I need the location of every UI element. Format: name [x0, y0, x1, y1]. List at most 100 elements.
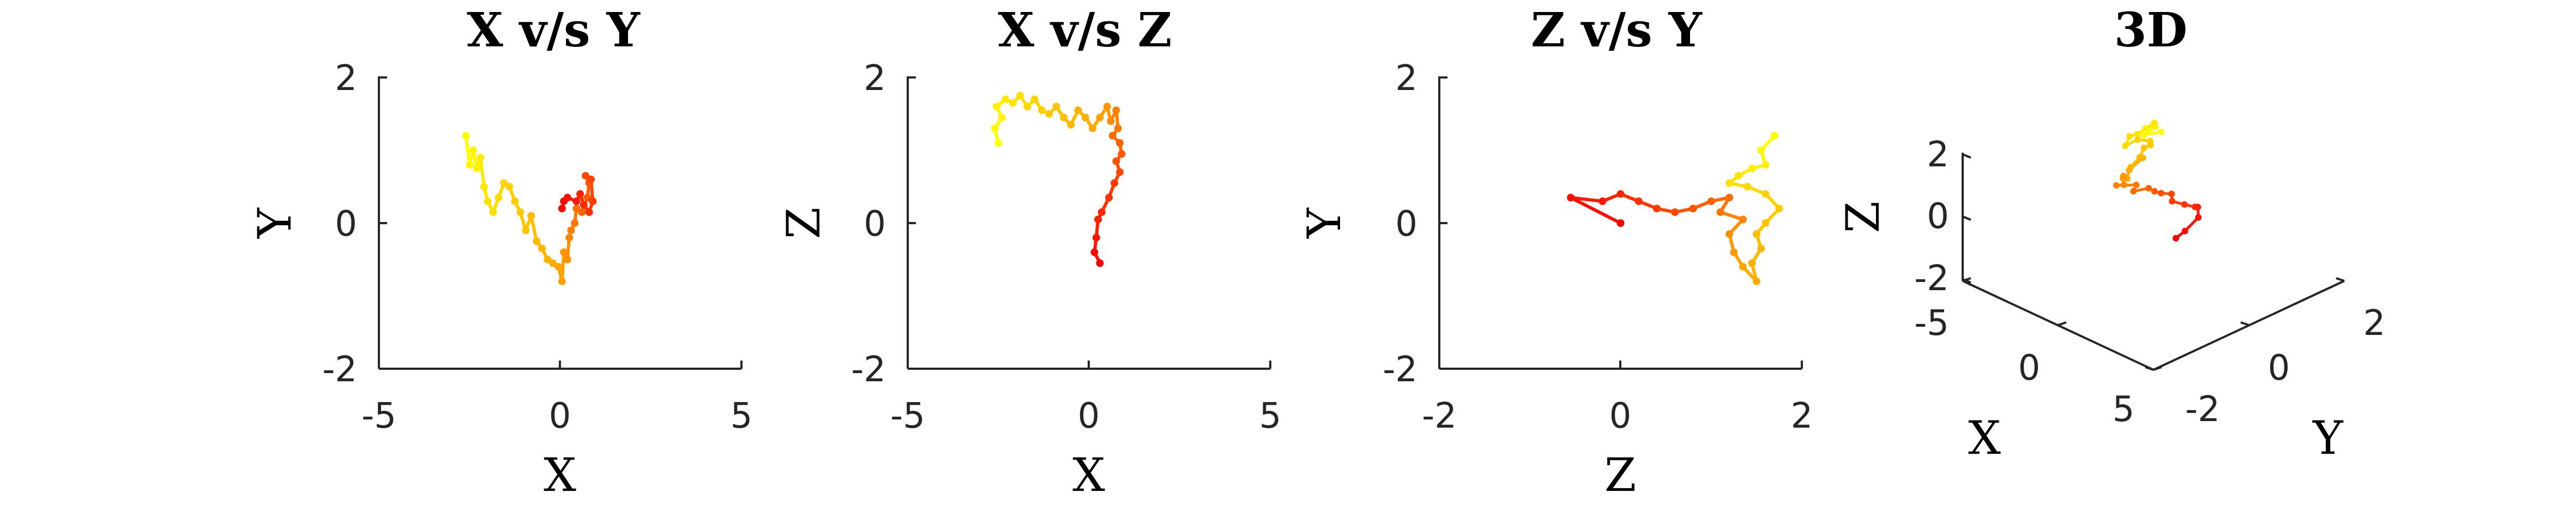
data-point: [549, 259, 557, 267]
data-point: [2142, 125, 2149, 132]
data-point: [582, 172, 590, 180]
data-point: [1096, 259, 1104, 267]
x-tick-label: 0: [1078, 396, 1100, 436]
data-point: [1761, 190, 1770, 198]
data-point: [1108, 131, 1117, 140]
data-point: [1114, 124, 1122, 133]
data-point: [1748, 259, 1756, 267]
data-point: [1112, 157, 1120, 165]
data-point: [1734, 172, 1742, 180]
data-point: [2126, 166, 2133, 173]
data-point: [565, 233, 574, 242]
data-point: [1094, 215, 1102, 224]
x-tick-label: 5: [1259, 396, 1282, 436]
data-point: [1107, 117, 1115, 125]
y-tick: [2240, 321, 2249, 326]
data-point: [2181, 201, 2188, 208]
chart-title: 3D: [2114, 3, 2187, 58]
y-tick-label: 0: [1395, 204, 1417, 244]
data-point: [1757, 244, 1765, 253]
data-point: [560, 197, 568, 205]
data-point: [1074, 106, 1082, 115]
data-point: [1726, 194, 1733, 202]
panel-x-vs-y: X v/s Y 2 0 -2 -5 0 5 X Y: [248, 3, 752, 502]
data-point: [2140, 131, 2147, 139]
data-point: [1096, 113, 1104, 122]
series-trajectory: [462, 131, 597, 285]
data-point: [558, 277, 566, 285]
x-tick-label: 0: [2018, 348, 2041, 388]
data-point: [527, 212, 535, 220]
data-point: [1775, 205, 1783, 213]
data-point: [522, 226, 530, 235]
panel-3d: 3D 2 0 -2 Z -5 0 5 X -2 0 2 Y: [1836, 3, 2385, 465]
series-trajectory: [1567, 131, 1783, 285]
y-tick-label: 2: [864, 58, 886, 99]
y-axis-label: Y: [248, 207, 301, 239]
x-tick-label: -5: [1914, 303, 1949, 344]
data-point: [1016, 92, 1024, 100]
x-tick-label: 2: [1791, 396, 1813, 436]
data-point: [1090, 248, 1099, 256]
data-point: [1030, 95, 1039, 104]
trajectory-segment: [560, 252, 566, 281]
data-point: [2158, 190, 2164, 197]
trajectory-segment: [1570, 196, 1603, 203]
data-point: [2113, 182, 2120, 189]
data-point: [580, 201, 588, 209]
data-point: [2126, 133, 2133, 140]
data-point: [567, 226, 575, 235]
series-trajectory: [991, 92, 1126, 267]
data-point: [2140, 144, 2147, 151]
data-point: [1726, 179, 1733, 187]
data-point: [1761, 219, 1770, 227]
data-point: [533, 237, 541, 245]
data-point: [1112, 106, 1120, 115]
data-point: [1726, 230, 1733, 238]
trajectory-segment: [464, 135, 472, 165]
data-point: [576, 190, 584, 198]
data-point: [1761, 161, 1770, 169]
data-point: [560, 248, 568, 256]
data-point: [589, 197, 597, 205]
data-point: [1052, 103, 1060, 111]
y-tick-label: -2: [1383, 350, 1417, 390]
data-point: [2147, 142, 2154, 149]
data-point: [2151, 119, 2158, 127]
data-point: [1111, 179, 1119, 187]
data-point: [2151, 188, 2158, 195]
data-point: [1707, 197, 1715, 205]
data-point: [1616, 219, 1625, 227]
data-point: [1002, 95, 1010, 104]
y-tick-label: -2: [322, 350, 357, 390]
data-point: [585, 208, 593, 216]
series-trajectory: [2113, 119, 2202, 242]
data-point: [1023, 103, 1031, 111]
y-axis: [2153, 280, 2345, 371]
x-axis-label: X: [1072, 448, 1105, 502]
y-axis-label: Y: [2312, 411, 2344, 465]
data-point: [2133, 182, 2140, 189]
trajectory-segment: [479, 157, 486, 187]
data-point: [511, 197, 519, 205]
panel-x-vs-z: X v/s Z 2 0 -2 -5 0 5 X Z: [777, 3, 1281, 502]
data-point: [1752, 277, 1760, 285]
data-point: [1103, 103, 1111, 111]
data-point: [516, 208, 524, 216]
data-point: [1567, 194, 1575, 202]
x-tick: [1962, 277, 1971, 282]
data-point: [2120, 172, 2127, 179]
data-point: [2194, 203, 2201, 211]
data-point: [1118, 150, 1126, 158]
data-point: [1739, 263, 1747, 271]
x-tick-label: 0: [549, 396, 571, 436]
z-axis-label: Z: [1836, 201, 1890, 233]
data-point: [998, 113, 1006, 122]
data-point: [1089, 124, 1097, 133]
data-point: [2168, 190, 2175, 197]
data-point: [1038, 106, 1046, 115]
data-point: [2134, 130, 2141, 137]
panel-z-vs-y: Z v/s Y 2 0 -2 -2 0 2 Z Y: [1298, 3, 1813, 502]
x-tick-label: -5: [890, 396, 925, 436]
